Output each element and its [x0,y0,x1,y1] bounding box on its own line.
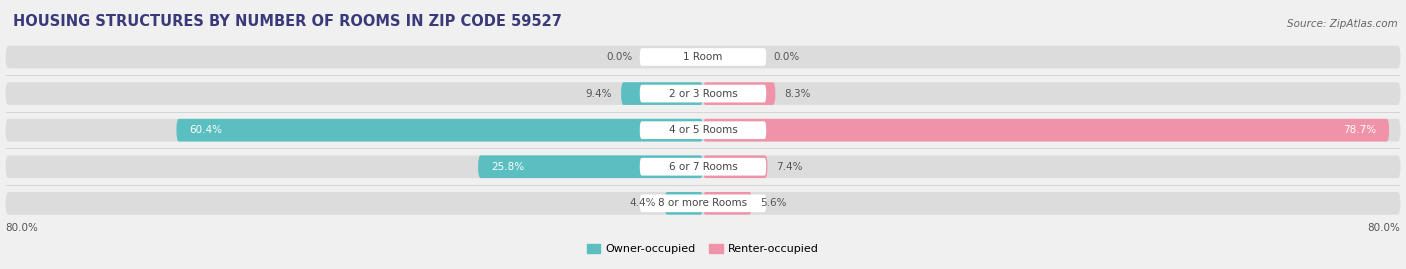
Text: 5.6%: 5.6% [761,198,787,208]
FancyBboxPatch shape [703,82,775,105]
FancyBboxPatch shape [640,85,766,102]
Text: 4.4%: 4.4% [630,198,657,208]
Text: 8.3%: 8.3% [785,89,811,99]
Text: 0.0%: 0.0% [606,52,633,62]
Text: 80.0%: 80.0% [1368,223,1400,233]
FancyBboxPatch shape [703,155,768,178]
Text: 0.0%: 0.0% [773,52,800,62]
FancyBboxPatch shape [478,155,703,178]
Text: HOUSING STRUCTURES BY NUMBER OF ROOMS IN ZIP CODE 59527: HOUSING STRUCTURES BY NUMBER OF ROOMS IN… [13,15,561,29]
FancyBboxPatch shape [703,192,752,215]
FancyBboxPatch shape [6,192,1400,215]
Text: 1 Room: 1 Room [683,52,723,62]
FancyBboxPatch shape [176,119,703,141]
Text: Source: ZipAtlas.com: Source: ZipAtlas.com [1286,19,1398,29]
FancyBboxPatch shape [621,82,703,105]
FancyBboxPatch shape [640,121,766,139]
FancyBboxPatch shape [6,155,1400,178]
FancyBboxPatch shape [703,119,1389,141]
FancyBboxPatch shape [6,46,1400,68]
FancyBboxPatch shape [6,82,1400,105]
Text: 9.4%: 9.4% [586,89,613,99]
Text: 25.8%: 25.8% [491,162,524,172]
Legend: Owner-occupied, Renter-occupied: Owner-occupied, Renter-occupied [582,240,824,259]
FancyBboxPatch shape [640,48,766,66]
Text: 80.0%: 80.0% [6,223,38,233]
FancyBboxPatch shape [640,158,766,176]
Text: 4 or 5 Rooms: 4 or 5 Rooms [669,125,737,135]
Text: 7.4%: 7.4% [776,162,803,172]
FancyBboxPatch shape [6,119,1400,141]
Text: 2 or 3 Rooms: 2 or 3 Rooms [669,89,737,99]
Text: 78.7%: 78.7% [1343,125,1376,135]
Text: 8 or more Rooms: 8 or more Rooms [658,198,748,208]
FancyBboxPatch shape [640,194,766,212]
Text: 6 or 7 Rooms: 6 or 7 Rooms [669,162,737,172]
FancyBboxPatch shape [665,192,703,215]
Text: 60.4%: 60.4% [190,125,222,135]
